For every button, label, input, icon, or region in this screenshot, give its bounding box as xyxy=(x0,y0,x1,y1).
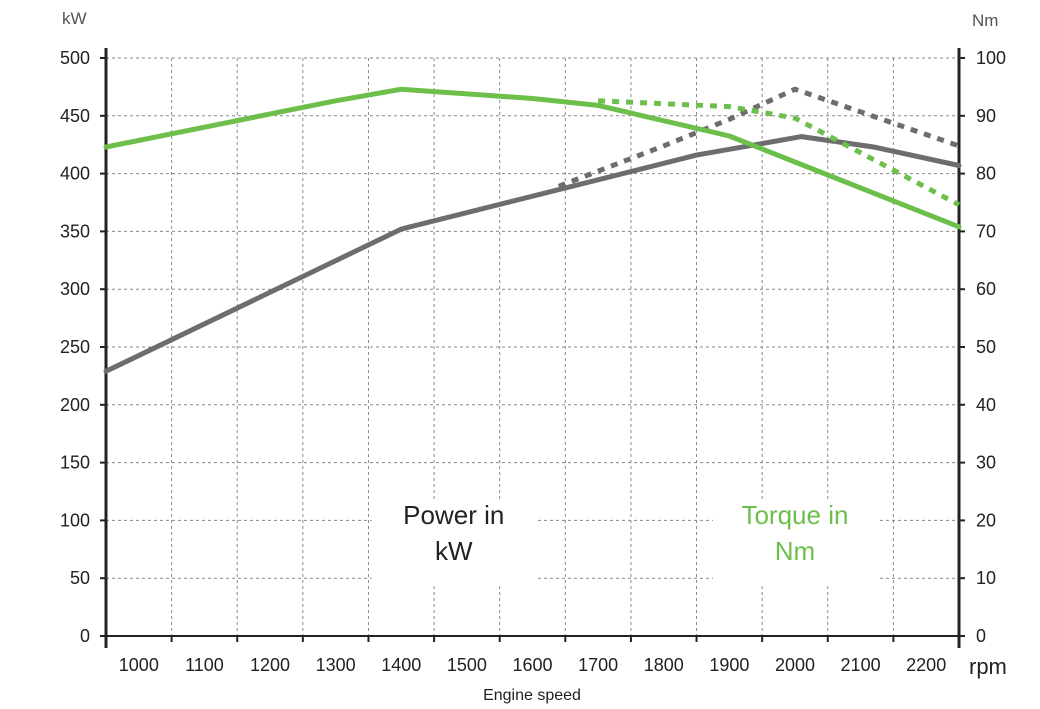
y-left-tick-label: 150 xyxy=(60,453,90,473)
x-tick-label: 2100 xyxy=(841,655,881,675)
y-left-tick-label: 50 xyxy=(70,568,90,588)
x-tick-label: 1900 xyxy=(709,655,749,675)
x-tick-label: 2000 xyxy=(775,655,815,675)
y-left-tick-label: 250 xyxy=(60,337,90,357)
y-left-tick-label: 450 xyxy=(60,106,90,126)
y-right-tick-label: 80 xyxy=(976,164,996,184)
power-annotation-background xyxy=(371,500,536,587)
y-left-unit-label: kW xyxy=(62,9,87,28)
x-tick-label: 1600 xyxy=(512,655,552,675)
y-right-tick-label: 100 xyxy=(976,48,1006,68)
x-tick-label: 1200 xyxy=(250,655,290,675)
y-left-tick-label: 100 xyxy=(60,510,90,530)
y-right-tick-label: 90 xyxy=(976,106,996,126)
y-right-tick-label: 60 xyxy=(976,279,996,299)
y-left-tick-label: 300 xyxy=(60,279,90,299)
x-tick-label: 1700 xyxy=(578,655,618,675)
y-left-tick-label: 350 xyxy=(60,221,90,241)
labels: Power in kW Torque in Nm xyxy=(371,500,877,587)
x-tick-label: 1500 xyxy=(447,655,487,675)
x-tick-label: 1800 xyxy=(644,655,684,675)
y-right-tick-label: 0 xyxy=(976,626,986,646)
torque-annotation-background xyxy=(712,500,877,587)
x-unit-label: rpm xyxy=(969,654,1007,679)
y-right-tick-label: 50 xyxy=(976,337,996,357)
axes: 0 0 50 10 100 20 150 30 200 40 250 50 300 60 350 70 400 8… xyxy=(60,9,1007,704)
y-right-tick-label: 40 xyxy=(976,395,996,415)
x-tick-label: 1300 xyxy=(316,655,356,675)
y-right-tick-label: 10 xyxy=(976,568,996,588)
y-left-tick-label: 0 xyxy=(80,626,90,646)
torque-annotation-line: Nm xyxy=(775,536,815,566)
power-annotation-line: kW xyxy=(435,536,473,566)
torque-annotation-line: Torque in xyxy=(741,500,848,530)
x-tick-label: 1000 xyxy=(119,655,159,675)
x-tick-label: 2200 xyxy=(906,655,946,675)
y-right-tick-label: 70 xyxy=(976,221,996,241)
y-left-tick-label: 400 xyxy=(60,164,90,184)
x-tick-label: 1400 xyxy=(381,655,421,675)
x-tick-label: 1100 xyxy=(185,655,224,675)
y-right-tick-label: 30 xyxy=(976,453,996,473)
x-axis-title: Engine speed xyxy=(483,687,581,704)
series-line-power-solid xyxy=(103,134,962,374)
y-right-unit-label: Nm xyxy=(972,11,998,30)
y-left-tick-label: 500 xyxy=(60,48,90,68)
series-line-torque-solid xyxy=(103,86,962,230)
series xyxy=(103,86,962,374)
power-annotation-line: Power in xyxy=(403,500,504,530)
y-right-tick-label: 20 xyxy=(976,510,996,530)
y-left-tick-label: 200 xyxy=(60,395,90,415)
